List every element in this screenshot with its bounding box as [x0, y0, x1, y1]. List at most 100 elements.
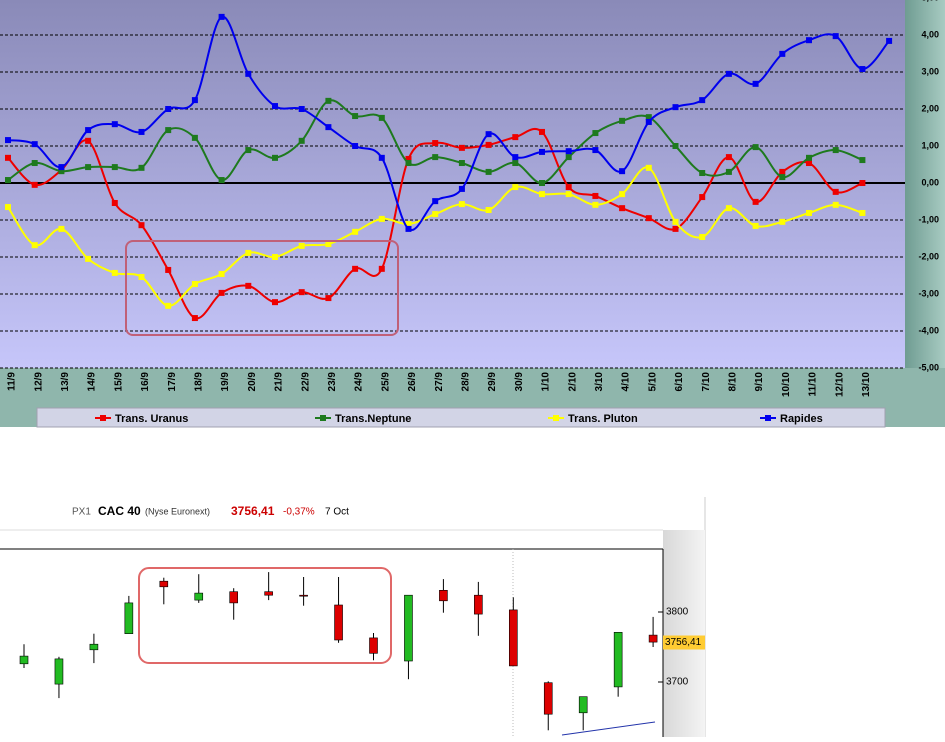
- data-point: [378, 154, 385, 161]
- x-tick-label: 4/10: [621, 372, 632, 392]
- last-price: 3756,41: [231, 504, 275, 518]
- data-point: [165, 266, 172, 273]
- candle-body: [369, 637, 378, 654]
- data-point: [31, 242, 38, 249]
- y-tick-label: -1,00: [918, 214, 939, 224]
- data-point: [245, 282, 252, 289]
- candle-body: [474, 594, 483, 615]
- x-tick-label: 11/10: [808, 372, 819, 397]
- data-point: [592, 201, 599, 208]
- data-point: [165, 127, 172, 134]
- data-point: [138, 273, 145, 280]
- data-point: [352, 265, 359, 272]
- data-point: [485, 131, 492, 138]
- x-tick-label: 16/9: [140, 372, 151, 392]
- x-tick-label: 24/9: [354, 372, 365, 392]
- y-tick-label: 5,00: [921, 0, 939, 2]
- x-tick-label: 15/9: [113, 372, 124, 392]
- data-point: [512, 154, 519, 161]
- data-point: [405, 160, 412, 167]
- data-point: [111, 121, 118, 128]
- y-axis-panel: [905, 0, 945, 368]
- data-point: [58, 164, 65, 171]
- data-point: [325, 295, 332, 302]
- trend-line: [561, 721, 656, 736]
- candle-body: [19, 655, 29, 665]
- data-point: [806, 154, 812, 161]
- x-tick-label: 14/9: [87, 372, 98, 392]
- data-point: [218, 289, 225, 296]
- data-point: [245, 249, 252, 256]
- x-tick-label: 21/9: [274, 372, 285, 392]
- data-point: [725, 70, 732, 77]
- candle-body: [508, 609, 518, 667]
- data-point: [85, 255, 92, 262]
- data-point: [352, 143, 359, 149]
- candle-body: [543, 682, 553, 715]
- data-point: [645, 164, 652, 171]
- data-point: [111, 269, 118, 276]
- data-point: [85, 164, 92, 171]
- y-tick-label: 3700: [666, 677, 689, 688]
- highlight-box: [125, 240, 399, 336]
- data-point: [5, 137, 11, 144]
- data-point: [218, 177, 225, 184]
- data-point: [325, 241, 332, 248]
- x-tick-label: 18/9: [194, 372, 205, 392]
- quote-date: 7 Oct: [325, 507, 349, 518]
- data-point: [539, 128, 545, 135]
- data-point: [512, 134, 519, 141]
- data-point: [272, 103, 278, 110]
- data-point: [645, 118, 652, 125]
- data-point: [619, 117, 626, 124]
- data-point: [191, 315, 198, 322]
- candle-body: [334, 604, 343, 641]
- data-point: [725, 205, 732, 212]
- data-point: [191, 97, 198, 104]
- data-point: [699, 97, 706, 104]
- data-point: [58, 168, 65, 175]
- exchange: (Nyse Euronext): [145, 506, 210, 516]
- data-point: [725, 154, 732, 161]
- data-point: [539, 180, 545, 186]
- price-change: -0,37%: [283, 507, 315, 518]
- data-point: [378, 114, 385, 121]
- data-point: [218, 13, 225, 20]
- data-point: [832, 188, 839, 195]
- x-tick-label: 3/10: [594, 372, 605, 392]
- legend-swatch: [100, 415, 106, 421]
- data-point: [752, 144, 759, 151]
- data-point: [85, 137, 92, 144]
- x-tick-label: 30/9: [514, 372, 525, 392]
- legend-label: Rapides: [780, 413, 823, 425]
- legend-box: [36, 407, 886, 428]
- x-tick-label: 13/9: [60, 372, 71, 392]
- candle-body: [299, 594, 308, 597]
- data-point: [645, 215, 652, 222]
- data-point: [272, 299, 278, 306]
- candle-body: [439, 589, 448, 602]
- data-point: [458, 144, 465, 151]
- x-tick-label: 2/10: [567, 372, 578, 392]
- data-point: [5, 177, 11, 184]
- candle-body: [264, 591, 273, 596]
- data-point: [619, 168, 626, 175]
- candle-body: [404, 594, 413, 662]
- x-tick-label: 13/10: [861, 372, 872, 397]
- data-point: [485, 168, 492, 175]
- data-point: [5, 204, 11, 211]
- x-tick-label: 19/9: [220, 372, 231, 392]
- y-tick-label: 3800: [666, 607, 689, 618]
- data-point: [832, 201, 839, 208]
- data-point: [245, 147, 252, 154]
- data-point: [565, 184, 572, 191]
- x-tick-label: 10/10: [781, 372, 792, 397]
- data-point: [31, 181, 38, 188]
- data-point: [85, 127, 92, 134]
- y-tick-label: -4,00: [918, 325, 939, 335]
- series-line: [7, 127, 863, 320]
- data-point: [619, 191, 626, 198]
- data-point: [672, 225, 679, 232]
- data-point: [218, 271, 225, 278]
